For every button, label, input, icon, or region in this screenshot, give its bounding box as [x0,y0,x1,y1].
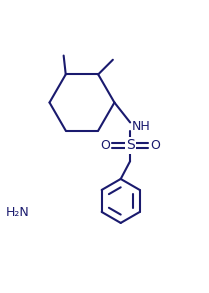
Text: O: O [150,139,160,152]
Text: S: S [126,139,135,152]
Text: H₂N: H₂N [6,206,30,219]
Text: NH: NH [132,120,151,133]
Text: O: O [100,139,110,152]
